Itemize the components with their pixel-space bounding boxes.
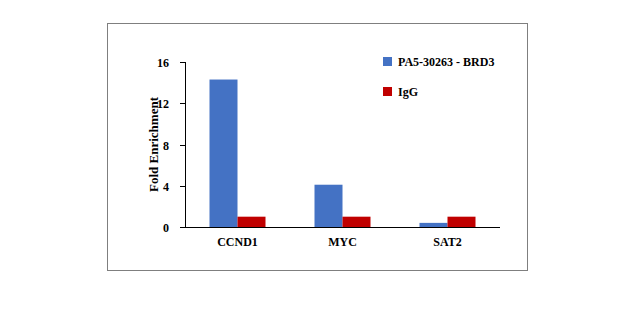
legend-label: IgG: [398, 85, 418, 99]
bar: [315, 185, 343, 227]
y-tick: [180, 186, 185, 187]
y-tick: [180, 62, 185, 63]
bar: [238, 217, 266, 227]
y-tick-label: 16: [157, 56, 169, 70]
y-tick-label: 8: [163, 139, 169, 153]
bars: [210, 80, 476, 227]
bar: [343, 217, 371, 227]
x-tick-label: SAT2: [433, 235, 461, 249]
y-tick-label: 4: [163, 180, 169, 194]
bar: [420, 223, 448, 227]
chart-container: 0481216CCND1MYCSAT2Fold EnrichmentPA5-30…: [0, 0, 635, 321]
y-tick: [180, 103, 185, 104]
legend-label: PA5-30263 - BRD3: [398, 55, 494, 69]
y-axis-line: [185, 62, 186, 227]
y-axis-label: Fold Enrichment: [146, 96, 161, 192]
y-tick: [180, 145, 185, 146]
bar: [210, 80, 238, 227]
y-tick-label: 0: [163, 221, 169, 235]
legend-swatch: [383, 57, 392, 66]
x-tick-label: CCND1: [217, 235, 258, 249]
legend-swatch: [383, 87, 392, 96]
chart-svg: 0481216CCND1MYCSAT2Fold EnrichmentPA5-30…: [0, 0, 635, 321]
chart-frame: [108, 24, 528, 271]
x-tick-label: MYC: [328, 235, 357, 249]
x-axis-line: [185, 227, 500, 228]
y-tick: [180, 227, 185, 228]
bar: [448, 217, 476, 227]
